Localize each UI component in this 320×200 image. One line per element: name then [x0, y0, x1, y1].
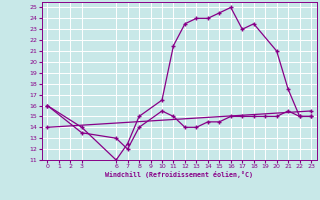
X-axis label: Windchill (Refroidissement éolien,°C): Windchill (Refroidissement éolien,°C) [105, 171, 253, 178]
